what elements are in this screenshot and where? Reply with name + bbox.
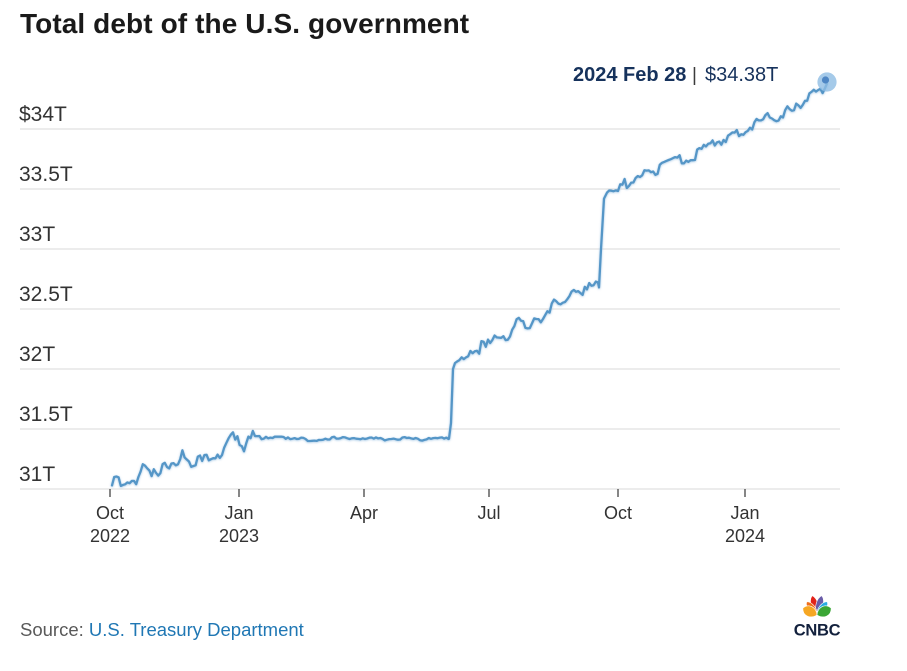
svg-text:31T: 31T bbox=[19, 463, 55, 486]
svg-text:32T: 32T bbox=[19, 343, 55, 366]
svg-text:Oct: Oct bbox=[604, 503, 632, 523]
svg-text:32.5T: 32.5T bbox=[19, 283, 73, 306]
svg-text:2024: 2024 bbox=[725, 526, 765, 546]
svg-text:Oct: Oct bbox=[96, 503, 124, 523]
svg-text:Jul: Jul bbox=[477, 503, 500, 523]
svg-text:Jan: Jan bbox=[730, 503, 759, 523]
svg-text:Apr: Apr bbox=[350, 503, 378, 523]
svg-text:$34T: $34T bbox=[19, 103, 67, 126]
svg-text:$34.38T: $34.38T bbox=[705, 64, 778, 86]
svg-text:2023: 2023 bbox=[219, 526, 259, 546]
svg-text:CNBC: CNBC bbox=[794, 622, 841, 640]
svg-text:2024 Feb 28: 2024 Feb 28 bbox=[573, 64, 686, 86]
svg-text:Jan: Jan bbox=[224, 503, 253, 523]
svg-text:2022: 2022 bbox=[90, 526, 130, 546]
svg-text:|: | bbox=[692, 65, 697, 86]
svg-text:Source: U.S. Treasury Departme: Source: U.S. Treasury Department bbox=[20, 619, 304, 640]
svg-text:33.5T: 33.5T bbox=[19, 163, 73, 186]
svg-text:31.5T: 31.5T bbox=[19, 403, 73, 426]
svg-text:33T: 33T bbox=[19, 223, 55, 246]
